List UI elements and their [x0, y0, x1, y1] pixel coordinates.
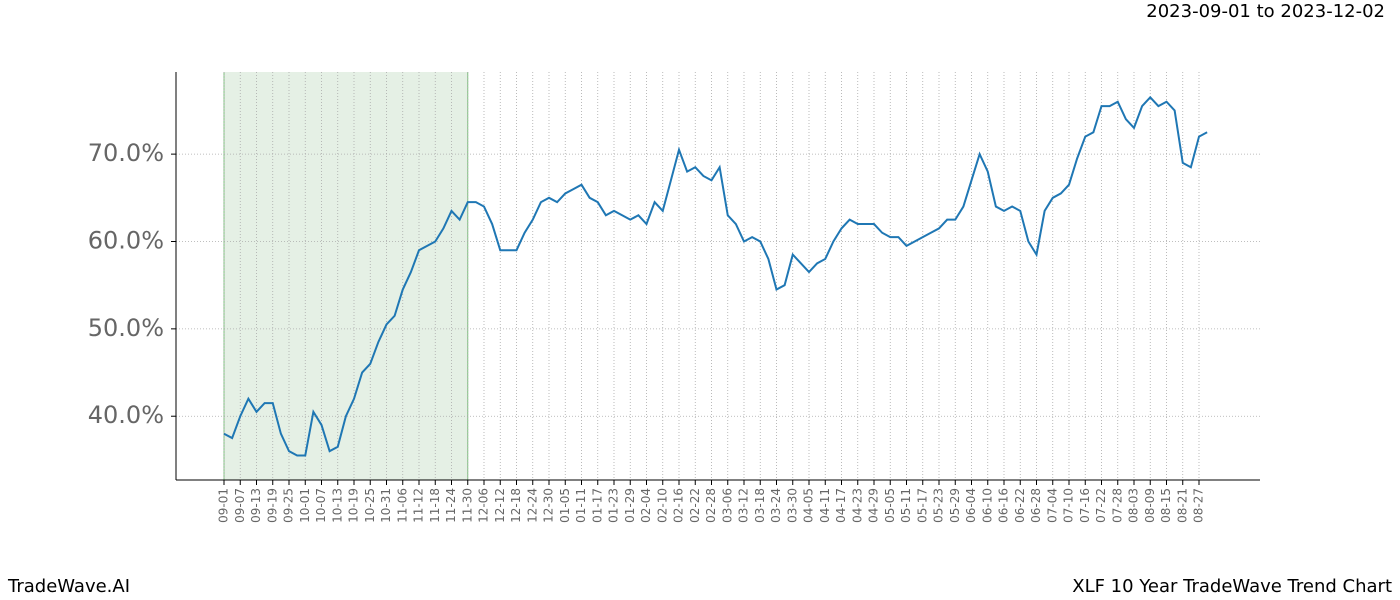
x-tick-label: 07-22: [1094, 488, 1108, 523]
date-range: 2023-09-01 to 2023-12-02: [1146, 1, 1385, 22]
x-tick-label: 10-01: [298, 488, 312, 523]
x-tick-label: 12-30: [542, 488, 556, 523]
x-tick-label: 10-13: [330, 488, 344, 523]
y-tick-label: 70.0%: [88, 139, 164, 167]
x-tick-label: 01-05: [558, 488, 572, 523]
x-tick-label: 09-19: [265, 488, 279, 523]
x-tick-label: 09-13: [249, 488, 263, 523]
x-tick-label: 03-18: [753, 488, 767, 523]
x-tick-label: 12-24: [525, 488, 539, 523]
x-tick-label: 05-17: [915, 488, 929, 523]
x-tick-label: 11-24: [444, 488, 458, 523]
x-tick-label: 03-24: [769, 488, 783, 523]
x-tick-label: 09-25: [282, 488, 296, 523]
x-tick-label: 06-28: [1029, 488, 1043, 523]
x-tick-label: 05-23: [932, 488, 946, 523]
x-tick-label: 06-10: [980, 488, 994, 523]
x-tick-label: 02-10: [655, 488, 669, 523]
x-tick-label: 07-16: [1078, 488, 1092, 523]
x-tick-label: 12-18: [509, 488, 523, 523]
x-tick-label: 09-01: [217, 488, 231, 523]
x-tick-label: 04-23: [850, 488, 864, 523]
x-tick-label: 11-18: [428, 488, 442, 523]
highlight-band: [224, 72, 468, 480]
x-tick-label: 12-06: [477, 488, 491, 523]
y-tick-label: 60.0%: [88, 226, 164, 254]
x-tick-label: 02-04: [639, 488, 653, 523]
x-tick-label: 04-17: [834, 488, 848, 523]
x-tick-label: 10-31: [379, 488, 393, 523]
x-tick-label: 10-19: [347, 488, 361, 523]
x-tick-label: 08-09: [1143, 488, 1157, 523]
x-tick-label: 04-11: [818, 488, 832, 523]
x-tick-label: 11-12: [412, 488, 426, 523]
x-tick-label: 05-11: [899, 488, 913, 523]
x-tick-label: 06-22: [1013, 488, 1027, 523]
x-tick-label: 07-04: [1045, 488, 1059, 523]
x-tick-label: 08-21: [1175, 488, 1189, 523]
x-tick-label: 09-07: [233, 488, 247, 523]
x-tick-label: 12-12: [493, 488, 507, 523]
x-tick-label: 08-03: [1127, 488, 1141, 523]
x-tick-label: 03-06: [720, 488, 734, 523]
x-tick-label: 01-29: [623, 488, 637, 523]
x-tick-label: 11-30: [460, 488, 474, 523]
y-tick-label: 50.0%: [88, 314, 164, 342]
x-tick-label: 02-22: [688, 488, 702, 523]
y-tick-label: 40.0%: [88, 401, 164, 429]
x-tick-label: 02-16: [672, 488, 686, 523]
x-tick-label: 08-15: [1159, 488, 1173, 523]
x-tick-label: 03-30: [785, 488, 799, 523]
x-tick-label: 06-16: [997, 488, 1011, 523]
x-tick-label: 03-12: [737, 488, 751, 523]
x-tick-label: 08-27: [1192, 488, 1206, 523]
x-tick-label: 01-17: [590, 488, 604, 523]
x-tick-label: 11-06: [395, 488, 409, 523]
x-tick-label: 06-04: [964, 488, 978, 523]
x-tick-label: 05-05: [883, 488, 897, 523]
x-tick-label: 10-07: [314, 488, 328, 523]
x-tick-label: 07-28: [1110, 488, 1124, 523]
x-tick-label: 10-25: [363, 488, 377, 523]
x-tick-label: 07-10: [1062, 488, 1076, 523]
x-tick-label: 02-28: [704, 488, 718, 523]
x-tick-label: 01-23: [607, 488, 621, 523]
x-tick-label: 01-11: [574, 488, 588, 523]
chart-name: XLF 10 Year TradeWave Trend Chart: [1072, 576, 1392, 597]
brand: TradeWave.AI: [7, 576, 130, 597]
trend-line: [223, 95, 1208, 457]
x-tick-label: 05-29: [948, 488, 962, 523]
x-tick-label: 04-05: [802, 488, 816, 523]
x-tick-label: 04-29: [867, 488, 881, 523]
